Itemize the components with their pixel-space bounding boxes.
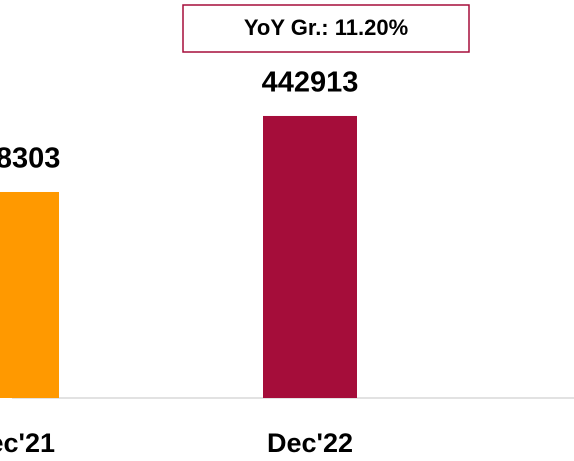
x-tick-label: Dec'21	[0, 428, 55, 458]
value-label: 442913	[262, 67, 359, 99]
bar	[263, 115, 357, 399]
value-label: 398303	[0, 143, 60, 175]
annotation-box	[182, 4, 470, 53]
annotation: YoY Gr.: 11.20%	[244, 15, 408, 40]
x-tick-label: Dec'22	[267, 428, 353, 458]
bar	[0, 191, 59, 398]
